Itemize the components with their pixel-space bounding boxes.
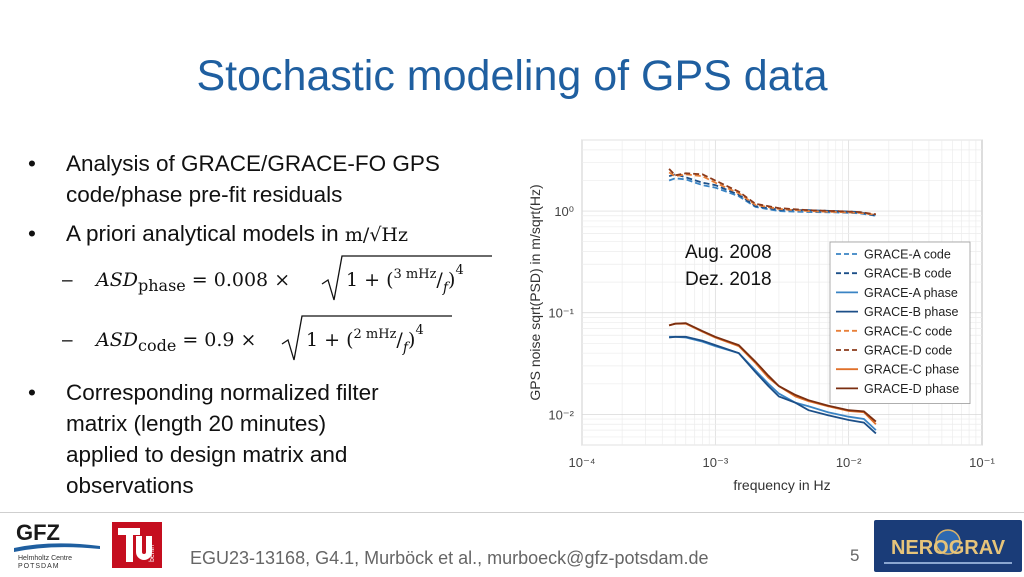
x-tick-label: 10⁻³ [703,455,729,470]
asd-subscript: code [137,336,177,355]
x-axis-label: frequency in Hz [733,477,830,493]
bullet-dot: • [28,380,36,405]
legend-label: GRACE-B phase [864,305,959,319]
psd-chart: 10⁻⁴ 10⁻³ 10⁻² 10⁻¹ 10⁻² 10⁻¹ 10⁰ frequency in … [527,139,995,493]
formula-code-lhs: ASDcode = 0.9 × [96,325,256,356]
series-line [668,177,877,217]
x-tick-label: 10⁻⁴ [569,455,596,470]
y-tick-label: 10⁻¹ [548,306,574,321]
annotation-text: Dez. 2018 [685,269,772,290]
y-axis-label: GPS noise sqrt(PSD) in m/sqrt(Hz) [527,184,543,400]
formula-code-factor: = 0.9 × [182,329,257,351]
series-line [668,168,877,216]
gfz-sub1: Helmholtz Centre [18,555,72,562]
bullet-3-line-1: Corresponding normalized filter [66,380,379,405]
gfz-logo: GFZ Helmholtz Centre POTSDAM [14,520,100,570]
bullet-2-label: A priori analytical models in [66,221,339,246]
exponent: 4 [455,263,464,278]
series-line [668,171,876,216]
close-paren: ) [408,329,416,351]
legend-label: GRACE-B code [864,267,952,281]
globe-icon [935,529,961,555]
legend-label: GRACE-C code [864,324,952,338]
legend-label: GRACE-A code [864,248,951,262]
dash-mark: – [62,270,73,291]
formula-phase: – ASDphase = 0.008 × 1 + (3 mHz/f)4 [28,255,508,310]
exponent: 4 [415,323,424,338]
inner-expr: 1 + ( [306,329,354,351]
tu-berlin-logo: berlin [112,522,162,568]
footer-divider [0,512,1024,513]
dash-mark: – [62,330,73,351]
asd-symbol: ASD [96,329,138,351]
series-line [668,322,877,423]
legend-label: GRACE-C phase [864,363,959,377]
bullet-2-text: A priori analytical models in m/√Hz [66,218,408,251]
frac-num: 2 mHz [353,327,397,342]
close-paren: ) [448,269,456,291]
bullet-dot: • [28,221,36,246]
bullet-1-line-2: code/phase pre-fit residuals [66,182,343,207]
x-tick-label: 10⁻¹ [969,455,995,470]
asd-symbol: ASD [96,269,138,291]
formula-phase-lhs: ASDphase = 0.008 × [96,265,290,296]
bullet-3-line-3: applied to design matrix and [66,442,348,467]
footer-text: EGU23-13168, G4.1, Murböck et al., murbo… [190,548,709,568]
gfz-swoosh-icon [14,543,100,552]
series-line [668,173,877,217]
slide-title: Stochastic modeling of GPS data [196,52,828,100]
frac-num: 3 mHz [393,267,437,282]
nerograv-logo: NEROGRAV [874,520,1022,572]
annotation-text: Aug. 2008 [685,242,772,263]
bullet-3-line-4: observations [66,473,194,498]
frac-den: f [442,280,449,296]
formula-code: – ASDcode = 0.9 × 1 + (2 mHz/f)4 [28,315,508,370]
gfz-logo-text: GFZ [16,520,60,545]
legend-label: GRACE-A phase [864,286,958,300]
tu-logo-text: berlin [149,545,156,562]
x-tick-label: 10⁻² [836,455,862,470]
sqrt-sign-icon [281,315,452,361]
asd-subscript: phase [137,276,186,295]
gfz-sub2: POTSDAM [18,563,60,570]
y-tick-label: 10⁰ [554,204,574,219]
units-label: m/√Hz [344,224,409,246]
y-tick-label: 10⁻² [548,407,574,422]
page-number: 5 [850,546,860,565]
bullet-3-line-2: matrix (length 20 minutes) [66,411,327,436]
formula-code-inner: 1 + (2 mHz/f)4 [306,323,424,356]
bullet-dot: • [28,151,36,176]
formula-phase-inner: 1 + (3 mHz/f)4 [346,263,464,296]
legend-label: GRACE-D code [864,344,952,358]
formula-phase-factor: = 0.008 × [191,269,291,291]
legend-box [829,241,971,405]
sqrt-sign-icon [321,255,492,301]
series-line [668,335,877,435]
frac-den: f [402,340,409,356]
nerograv-logo-text: NEROGRAV [891,537,1006,559]
legend-label: GRACE-D phase [864,382,959,396]
inner-expr: 1 + ( [346,269,394,291]
bullet-1-line-1: Analysis of GRACE/GRACE-FO GPS [66,151,440,176]
